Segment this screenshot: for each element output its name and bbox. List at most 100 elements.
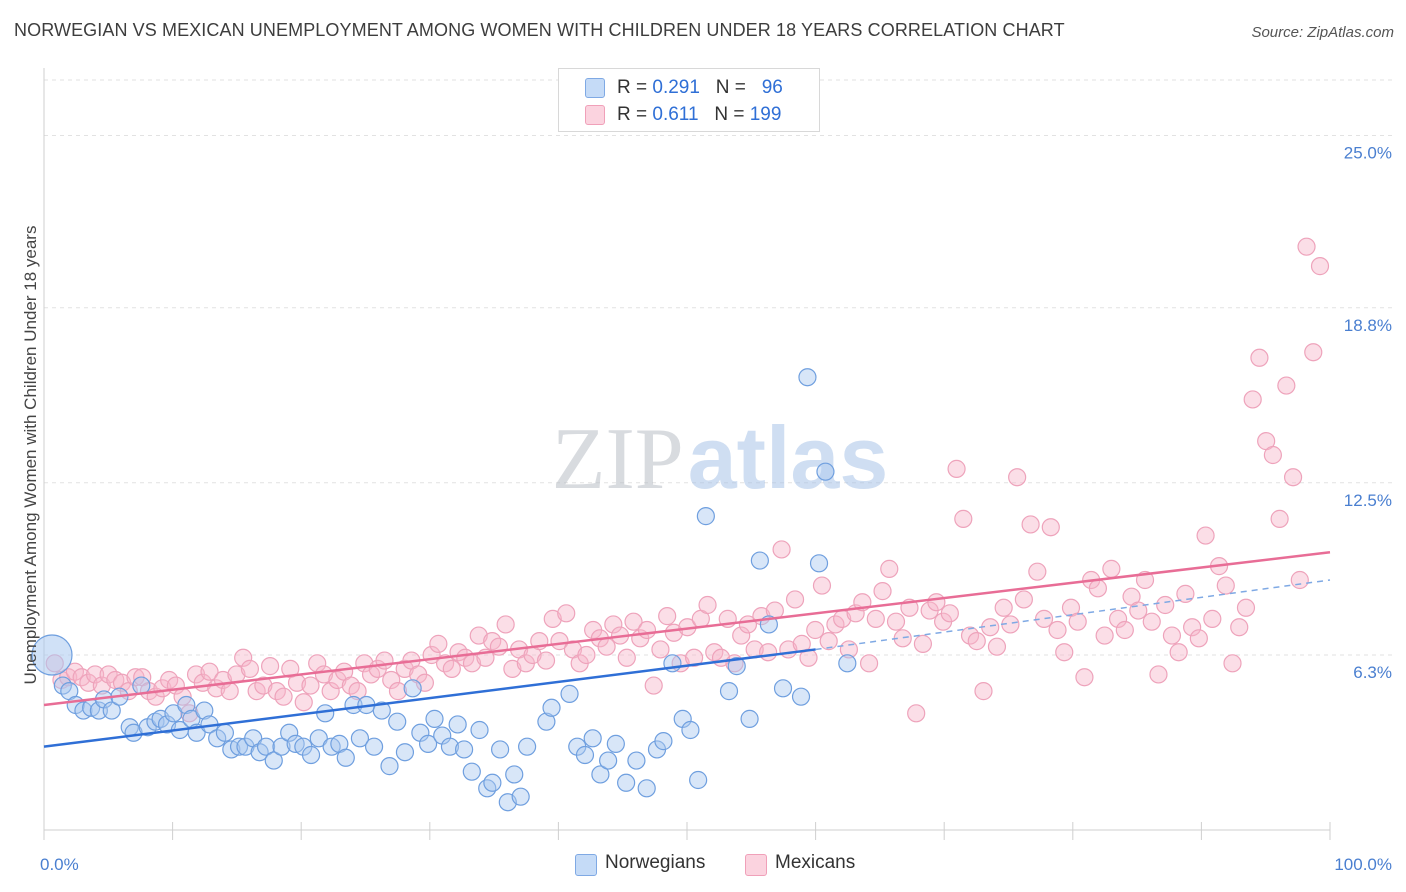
mexicans-point (994, 598, 1013, 617)
y-axis-label: Unemployment Among Women with Children U… (21, 226, 40, 685)
mexicans-point (429, 634, 448, 653)
mexicans-point (382, 670, 401, 690)
norwegians-point (654, 732, 673, 751)
bottom-legend-label-norwegians: Norwegians (605, 852, 706, 873)
norwegians-point (425, 709, 444, 728)
norwegians-point (505, 765, 524, 784)
norwegians-point (364, 737, 384, 756)
y-tick-label: 6.3% (1353, 663, 1392, 682)
mexicans-point (698, 595, 717, 615)
mexicans-point (200, 662, 219, 681)
norwegians-point (350, 729, 370, 748)
mexicans-point (220, 682, 239, 701)
chart-title: NORWEGIAN VS MEXICAN UNEMPLOYMENT AMONG … (14, 20, 1065, 40)
mexicans-point (658, 607, 677, 626)
mexicans-point (1189, 629, 1208, 648)
norwegians-point (336, 748, 355, 767)
mexicans-point (1310, 257, 1330, 276)
mexicans-point (1102, 559, 1121, 578)
norwegians-point (637, 779, 656, 798)
norwegians-point (215, 723, 234, 742)
norwegians-point (264, 751, 283, 770)
mexicans-point (496, 615, 515, 634)
mexicans-point (1263, 445, 1282, 465)
stats-legend: R = 0.291 N = 96 R = 0.611 N = 199 (558, 68, 820, 132)
mexicans-point (1108, 609, 1128, 628)
mexicans-point (637, 620, 657, 640)
norwegians-point (272, 737, 291, 756)
mexicans-point (1196, 526, 1215, 545)
legend-n-value: 96 (761, 77, 783, 98)
legend-swatch-norwegians (585, 78, 605, 98)
mexicans-point (503, 659, 522, 678)
y-tick-label: 12.5% (1344, 491, 1392, 510)
mexicans-point (1283, 468, 1303, 487)
mexicans-point (866, 609, 885, 628)
mexicans-point (1068, 612, 1087, 631)
norwegians-point (372, 701, 391, 720)
mexicans-point (1162, 626, 1182, 645)
norwegians-point (256, 737, 276, 756)
mexicans-point (92, 676, 111, 695)
mexicans-point (1156, 595, 1175, 615)
mexicans-point (254, 676, 273, 695)
mexicans-point (785, 590, 805, 609)
legend-r-label: R = (617, 77, 653, 98)
norwegians-point (309, 729, 328, 748)
norwegians-point (177, 695, 196, 715)
norwegians-point (838, 654, 857, 673)
norwegians-point (395, 743, 415, 762)
mexicans-point (577, 645, 596, 665)
mexicans-point (260, 657, 280, 676)
mexicans-point (321, 682, 340, 701)
mexicans-point (294, 693, 313, 712)
mexicans-point (772, 540, 791, 559)
norwegians-point (591, 765, 610, 784)
norwegians-point (791, 687, 811, 706)
legend-r-value: 0.611 (652, 104, 699, 125)
legend-swatch-mexicans (585, 105, 605, 125)
norwegians-point (102, 701, 121, 720)
mexicans-point (388, 682, 408, 701)
mexicans-point (1142, 612, 1161, 631)
mexicans-point (234, 648, 253, 667)
watermark: ZIPatlas (552, 408, 889, 508)
mexicans-point (954, 509, 973, 528)
source-label: Source: ZipAtlas.com (1251, 24, 1394, 41)
mexicans-point (1297, 237, 1316, 256)
norwegians-point (816, 462, 835, 481)
mexicans-point (536, 651, 556, 670)
mexicans-point (1034, 609, 1054, 628)
bottom-legend-label-mexicans: Mexicans (775, 852, 856, 873)
mexicans-point (301, 676, 320, 695)
mexicans-point (624, 612, 643, 631)
mexicans-point (1014, 590, 1033, 609)
norwegians-point (229, 737, 249, 756)
y-tick-label: 25.0% (1344, 144, 1392, 163)
mexicans-point (819, 632, 838, 651)
mexicans-point (1169, 643, 1188, 662)
mexicans-point (1183, 618, 1202, 637)
norwegians-point (301, 745, 321, 765)
mexicans-point (1088, 579, 1108, 598)
norwegians-point (470, 720, 489, 740)
norwegians-point (491, 740, 510, 759)
legend-r-value: 0.291 (652, 77, 700, 98)
mexicans-point (1021, 515, 1040, 534)
mexicans-point (927, 593, 946, 612)
norwegians-point (750, 551, 769, 570)
mexicans-point (240, 659, 260, 678)
norwegians-point (606, 734, 625, 753)
mexicans-point (1203, 609, 1222, 628)
norwegians-point (440, 737, 460, 756)
norwegians-point (627, 751, 646, 770)
mexicans-point (873, 582, 892, 601)
norwegians-point (280, 723, 299, 742)
norwegians-point (403, 679, 422, 698)
norwegians-point (575, 745, 595, 765)
norwegians-point (689, 770, 708, 790)
mexicans-point (1176, 584, 1195, 603)
y-tick-label: 18.8% (1344, 316, 1392, 335)
norwegians-point (809, 554, 829, 573)
mexicans-point (1304, 343, 1323, 362)
